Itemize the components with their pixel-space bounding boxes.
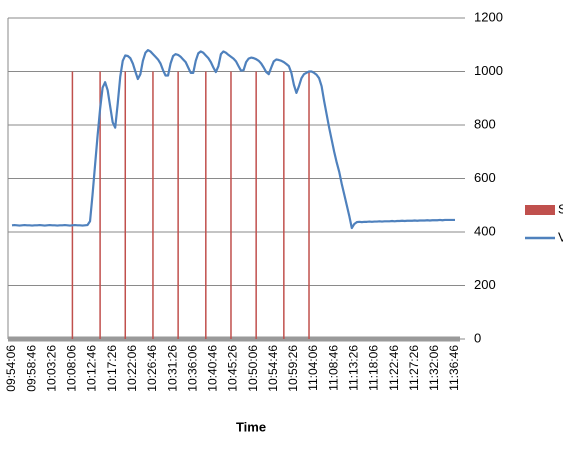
x-tick-label: 11:22:46 [387, 345, 401, 391]
x-axis-label: Time [236, 419, 266, 434]
x-tick-label: 10:22:06 [125, 345, 139, 392]
x-tick-label: 10:45:26 [226, 345, 240, 392]
y-tick-label: 1000 [474, 63, 503, 78]
x-tick-label: 11:32:06 [427, 345, 441, 391]
bar [230, 71, 232, 339]
x-tick-label: 10:31:26 [165, 345, 179, 392]
y-tick-label: 800 [474, 116, 496, 131]
x-tick-label: 10:17:26 [105, 345, 119, 392]
x-tick-label: 11:04:06 [306, 345, 320, 391]
x-tick-label: 09:58:46 [24, 345, 38, 392]
bar [124, 71, 127, 339]
x-tick-label: 10:36:06 [185, 345, 199, 392]
x-tick-label: 11:36:46 [447, 345, 461, 391]
x-tick-label: 10:59:26 [286, 345, 300, 392]
bar [308, 71, 310, 339]
bar [152, 71, 154, 339]
x-tick-label: 10:03:26 [44, 345, 58, 392]
x-tick-label: 11:08:46 [326, 345, 340, 391]
x-tick-label: 11:27:26 [407, 345, 421, 391]
x-tick-label: 10:54:46 [266, 345, 280, 392]
x-tick-label: 11:13:26 [346, 345, 360, 391]
bar [205, 71, 207, 339]
y-tick-label: 0 [474, 330, 481, 345]
legend-swatch [525, 205, 555, 215]
legend-label: S [558, 201, 563, 216]
x-tick-label: 10:40:46 [206, 345, 220, 392]
bar [283, 71, 285, 339]
bar [99, 71, 101, 339]
x-tick-label: 10:50:06 [246, 345, 260, 392]
y-tick-label: 200 [474, 277, 496, 292]
x-tick-label: 11:18:06 [367, 345, 381, 391]
bar [255, 71, 257, 339]
x-tick-label: 09:54:06 [4, 345, 18, 392]
legend-label: V [558, 229, 563, 244]
y-tick-label: 600 [474, 170, 496, 185]
bar [71, 71, 74, 339]
x-tick-label: 10:12:46 [85, 345, 99, 392]
bar [177, 71, 179, 339]
line [11, 49, 455, 230]
x-tick-label: 10:08:06 [65, 345, 79, 392]
x-tick-label: 10:26:46 [145, 345, 159, 392]
y-tick-label: 400 [474, 223, 496, 238]
y-tick-label: 1200 [474, 9, 503, 24]
